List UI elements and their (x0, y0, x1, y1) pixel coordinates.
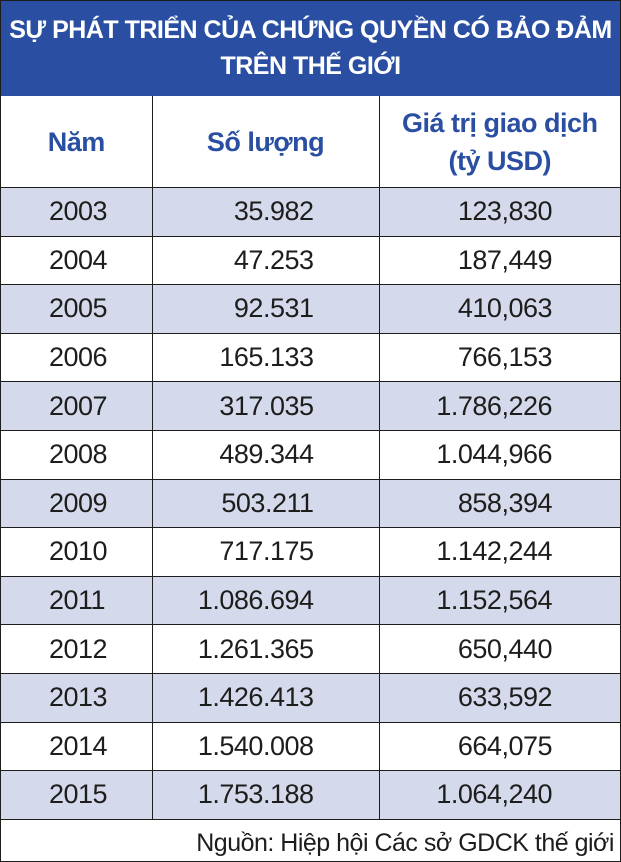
cell-year: 2005 (1, 284, 153, 334)
cell-year: 2015 (1, 770, 153, 820)
cell-year: 2010 (1, 527, 153, 577)
cell-quantity: 1.261.365 (152, 624, 380, 674)
header-row: Năm Số lượng Giá trị giao dịch (tỷ USD) (1, 96, 620, 188)
cell-year: 2009 (1, 479, 153, 529)
table-title: SỰ PHÁT TRIỂN CỦA CHỨNG QUYỀN CÓ BẢO ĐẢM… (1, 1, 620, 96)
cell-year: 2014 (1, 722, 153, 772)
cell-quantity: 1.753.188 (152, 770, 380, 820)
cell-value: 1.786,226 (379, 381, 620, 431)
data-table: Năm Số lượng Giá trị giao dịch (tỷ USD) … (1, 96, 620, 820)
cell-year: 2007 (1, 381, 153, 431)
table-row: 2004 47.253 187,449 (1, 236, 620, 286)
table-row: 2007 317.035 1.786,226 (1, 381, 620, 431)
cell-quantity: 1.086.694 (152, 576, 380, 626)
cell-value: 187,449 (379, 236, 620, 286)
table-row: 2005 92.531 410,063 (1, 284, 620, 334)
cell-value: 1.044,966 (379, 430, 620, 480)
table-row: 2014 1.540.008 664,075 (1, 722, 620, 772)
cell-year: 2012 (1, 624, 153, 674)
cell-value: 650,440 (379, 624, 620, 674)
cell-quantity: 489.344 (152, 430, 380, 480)
cell-year: 2003 (1, 187, 153, 237)
cell-quantity: 35.982 (152, 187, 380, 237)
cell-quantity: 717.175 (152, 527, 380, 577)
table-row: 2012 1.261.365 650,440 (1, 624, 620, 674)
table-row: 2009 503.211 858,394 (1, 479, 620, 529)
cell-value: 1.064,240 (379, 770, 620, 820)
cell-value: 410,063 (379, 284, 620, 334)
table-row: 2006 165.133 766,153 (1, 333, 620, 383)
cell-quantity: 47.253 (152, 236, 380, 286)
cell-year: 2006 (1, 333, 153, 383)
cell-value: 664,075 (379, 722, 620, 772)
title-line-1: SỰ PHÁT TRIỂN CỦA CHỨNG QUYỀN CÓ BẢO ĐẢM (9, 16, 612, 44)
cell-value: 1.142,244 (379, 527, 620, 577)
cell-year: 2013 (1, 673, 153, 723)
source-note: Nguồn: Hiệp hội Các sở GDCK thế giới (196, 829, 614, 857)
cell-quantity: 1.540.008 (152, 722, 380, 772)
cell-quantity: 317.035 (152, 381, 380, 431)
cell-quantity: 1.426.413 (152, 673, 380, 723)
header-value-line-1: Giá trị giao dịch (401, 107, 598, 138)
cell-quantity: 165.133 (152, 333, 380, 383)
cell-quantity: 92.531 (152, 284, 380, 334)
cell-year: 2008 (1, 430, 153, 480)
header-value: Giá trị giao dịch (tỷ USD) (379, 96, 620, 188)
title-line-2: TRÊN THẾ GIỚI (220, 52, 401, 80)
cell-year: 2011 (1, 576, 153, 626)
cell-value: 633,592 (379, 673, 620, 723)
table-row: 2011 1.086.694 1.152,564 (1, 576, 620, 626)
table-row: 2010 717.175 1.142,244 (1, 527, 620, 577)
table-row: 2008 489.344 1.044,966 (1, 430, 620, 480)
cell-quantity: 503.211 (152, 479, 380, 529)
cell-value: 766,153 (379, 333, 620, 383)
cell-value: 858,394 (379, 479, 620, 529)
table-row: 2003 35.982 123,830 (1, 187, 620, 237)
cell-value: 1.152,564 (379, 576, 620, 626)
cell-year: 2004 (1, 236, 153, 286)
header-year: Năm (1, 96, 153, 188)
header-quantity: Số lượng (152, 96, 380, 188)
cell-value: 123,830 (379, 187, 620, 237)
table-row: 2015 1.753.188 1.064,240 (1, 770, 620, 820)
table-row: 2013 1.426.413 633,592 (1, 673, 620, 723)
header-value-line-2: (tỷ USD) (448, 145, 552, 176)
